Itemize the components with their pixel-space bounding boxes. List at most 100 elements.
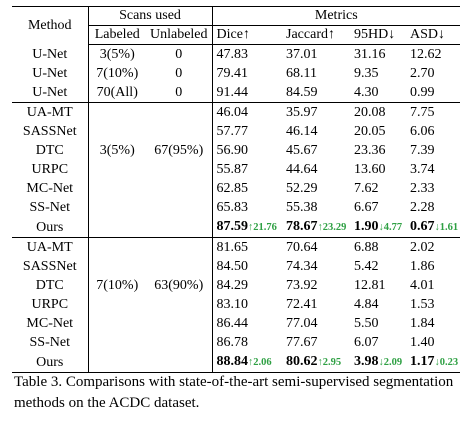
method-cell: MC-Net [12, 179, 89, 198]
hd95-cell-ours: 1.90↓4.77 [350, 217, 407, 238]
labeled-cell-empty [88, 352, 146, 373]
method-cell: URPC [12, 295, 89, 314]
dice-cell: 86.78 [216, 335, 249, 350]
dice-cell: 46.04 [216, 105, 249, 120]
labeled-cell-empty [88, 103, 146, 123]
dice-cell: 84.50 [216, 259, 249, 274]
unlabeled-cell-empty [146, 122, 213, 141]
unlabeled-cell-empty [146, 237, 213, 257]
dice-cell: 79.41 [216, 66, 249, 81]
hd95-cell: 23.36 [354, 143, 386, 158]
asd-cell: 3.74 [410, 162, 435, 177]
jaccard-cell: 46.14 [286, 124, 318, 139]
asd-cell: 6.06 [410, 124, 435, 139]
hd95-cell: 13.60 [354, 162, 386, 177]
method-cell: SASSNet [12, 122, 89, 141]
dice-delta: ↑21.76 [248, 222, 277, 233]
unlabeled-cell-empty [146, 160, 213, 179]
dice-value: 87.59 [216, 219, 249, 234]
labeled-cell-empty [88, 198, 146, 217]
labeled-cell: 7(10%) [96, 66, 139, 81]
method-cell: Ours [12, 352, 89, 373]
header-labeled: Labeled [88, 25, 146, 45]
labeled-cell-empty [88, 333, 146, 352]
header-unlabeled: Unlabeled [146, 25, 213, 45]
hd95-cell: 20.05 [354, 124, 386, 139]
hd95-delta: ↓4.77 [378, 222, 403, 233]
dice-cell-ours: 87.59↑21.76 [212, 217, 283, 238]
asd-cell: 1.40 [410, 335, 435, 350]
hd95-delta: ↓2.09 [378, 357, 403, 368]
hd95-cell: 5.50 [354, 316, 379, 331]
table-row: U-Net 7(10%) 0 79.41 68.11 9.35 2.70 [12, 64, 460, 83]
table-row-ours: Ours 88.84↑2.06 80.62↑2.95 3.98↓2.09 1.17↓0.… [12, 352, 461, 373]
table-row: U-Net 70(All) 0 91.44 84.59 4.30 0.99 [12, 83, 461, 103]
table-row: SS-Net 65.83 55.38 6.67 2.28 [12, 198, 460, 217]
dice-cell: 65.83 [216, 200, 249, 215]
unlabeled-cell: 0 [146, 64, 213, 83]
table-row: DTC 7(10%) 63(90%) 84.29 73.92 12.81 4.01 [12, 276, 460, 295]
unlabeled-cell: 67(95%) [146, 141, 213, 160]
labeled-cell-empty [88, 257, 146, 276]
table-row: MC-Net 86.44 77.04 5.50 1.84 [12, 314, 460, 333]
header-jaccard: Jaccard↑ [282, 25, 351, 45]
jaccard-cell-ours: 78.67↑23.29 [282, 217, 351, 238]
table-caption: Table 3. Comparisons with state-of-the-a… [14, 374, 454, 411]
labeled-cell: 3(5%) [99, 143, 135, 158]
hd95-cell-ours: 3.98↓2.09 [350, 352, 407, 373]
table-row: UA-MT 46.04 35.97 20.08 7.75 [12, 102, 460, 123]
hd95-cell: 12.81 [354, 278, 386, 293]
dice-cell: 86.44 [216, 316, 249, 331]
asd-cell: 7.39 [410, 143, 435, 158]
asd-cell: 2.33 [410, 181, 435, 196]
asd-value: 0.67 [410, 219, 435, 234]
group-fully-supervised: U-Net 3(5%) 0 47.83 37.01 31.16 12.62 U-Net 7(10… [12, 44, 461, 103]
asd-cell: 1.86 [410, 259, 435, 274]
table-row: URPC 83.10 72.41 4.84 1.53 [12, 295, 460, 314]
method-cell: SS-Net [12, 333, 89, 352]
asd-cell: 7.75 [410, 105, 435, 120]
labeled-cell-empty [88, 314, 146, 333]
jaccard-cell: 72.41 [286, 297, 318, 312]
unlabeled-cell-empty [146, 295, 213, 314]
asd-cell: 0.99 [406, 83, 461, 103]
method-cell: U-Net [12, 44, 89, 64]
method-cell: Ours [12, 217, 89, 238]
asd-cell: 2.28 [410, 200, 435, 215]
jaccard-cell-ours: 80.62↑2.95 [282, 352, 351, 373]
method-cell: URPC [12, 160, 89, 179]
hd95-value: 3.98 [354, 354, 379, 369]
labeled-cell-empty [88, 160, 146, 179]
table-row: DTC 3(5%) 67(95%) 56.90 45.67 23.36 7.39 [12, 141, 460, 160]
dice-cell: 81.65 [216, 240, 249, 255]
header-metrics: Metrics [212, 6, 461, 26]
unlabeled-cell: 63(90%) [146, 276, 213, 295]
unlabeled-cell-empty [146, 198, 213, 217]
labeled-cell-empty [88, 295, 146, 314]
asd-cell-ours: 0.67↓1.61 [406, 217, 461, 238]
dice-cell-ours: 88.84↑2.06 [212, 352, 283, 373]
method-cell: DTC [12, 141, 89, 160]
jaccard-delta: ↑2.95 [317, 357, 342, 368]
table-row: SS-Net 86.78 77.67 6.07 1.40 [12, 333, 460, 352]
method-cell: U-Net [12, 64, 89, 83]
labeled-cell: 7(10%) [96, 278, 139, 293]
labeled-cell-empty [88, 217, 146, 238]
header-95hd: 95HD↓ [350, 25, 407, 45]
comparison-table: Method Scans used Metrics Labeled Unlabe… [12, 6, 461, 373]
jaccard-cell: 70.64 [286, 240, 318, 255]
asd-cell: 2.70 [410, 66, 435, 81]
method-cell: UA-MT [12, 102, 89, 122]
method-cell: MC-Net [12, 314, 89, 333]
dice-cell: 57.77 [216, 124, 249, 139]
jaccard-cell: 37.01 [286, 47, 318, 62]
asd-cell: 4.01 [410, 278, 435, 293]
table-row: SASSNet 84.50 74.34 5.42 1.86 [12, 257, 460, 276]
header-scans-used: Scans used [88, 6, 213, 26]
dice-cell: 47.83 [216, 47, 249, 62]
dice-cell: 83.10 [216, 297, 249, 312]
hd95-cell: 6.88 [354, 240, 379, 255]
dice-value: 88.84 [216, 354, 249, 369]
method-cell: UA-MT [12, 237, 89, 257]
table-row: URPC 55.87 44.64 13.60 3.74 [12, 160, 460, 179]
